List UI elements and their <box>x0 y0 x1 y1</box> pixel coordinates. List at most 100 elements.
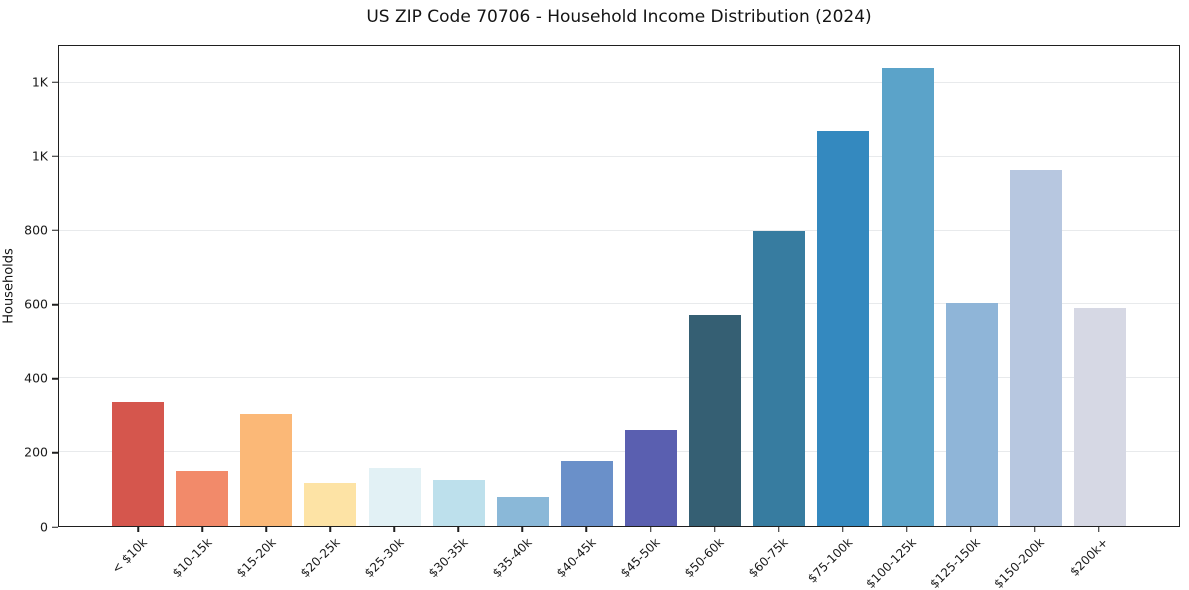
gridline <box>59 229 1179 231</box>
bar-< $10k <box>112 402 165 526</box>
bar-$75-100k <box>817 130 870 526</box>
x-slot: $100-125k <box>863 527 939 590</box>
y-tick-mark <box>52 452 58 454</box>
bars-container <box>59 46 1179 526</box>
x-tick-label: $40-45k <box>553 535 599 581</box>
x-tick-label: $35-40k <box>489 535 535 581</box>
x-tick-label: $15-20k <box>233 535 279 581</box>
x-tick-label: $50-60k <box>681 535 727 581</box>
x-slot: < $10k <box>106 527 170 589</box>
x-tick-mark <box>777 527 780 532</box>
bar-$45-50k <box>625 430 678 526</box>
plot-area <box>58 45 1180 527</box>
y-tick-mark <box>52 526 58 528</box>
y-axis: 0 200 400 600 800 1K 1K <box>0 45 58 532</box>
y-tick-label: 800 <box>24 222 48 238</box>
bar-slot <box>747 46 811 526</box>
bar-slot <box>876 46 940 526</box>
bar-slot <box>1068 46 1132 526</box>
y-tick-label: 0 <box>40 518 48 534</box>
y-tick-mark <box>52 377 58 380</box>
x-slot: $30-35k <box>426 527 490 589</box>
bar-$60-75k <box>753 230 806 526</box>
y-tick-label: 400 <box>24 370 48 386</box>
x-tick-mark <box>265 527 267 532</box>
gridline <box>59 81 1179 83</box>
x-tick-mark <box>1034 527 1036 532</box>
y-tick-label: 200 <box>24 444 48 460</box>
y-tick-label: 600 <box>24 296 48 312</box>
y-tick-mark <box>52 155 58 157</box>
y-tick-label: 1K <box>31 147 48 163</box>
chart-title: US ZIP Code 70706 - Household Income Dis… <box>366 7 872 27</box>
bar-$25-30k <box>368 467 421 526</box>
bar-$35-40k <box>496 497 549 526</box>
x-tick-label: $45-50k <box>617 535 663 581</box>
x-slot: $150-200k <box>991 527 1067 590</box>
x-tick-label: $10-15k <box>169 535 215 581</box>
x-tick-mark <box>137 527 139 532</box>
x-axis: < $10k $10-15k $15-20k $20-25k $25-30k $30-35… <box>106 527 1131 590</box>
x-tick-mark <box>585 527 588 532</box>
x-slot: $10-15k <box>169 527 234 589</box>
x-tick-label: $20-25k <box>297 535 343 581</box>
gridline <box>59 303 1179 305</box>
bar-$150-200k <box>1009 169 1062 526</box>
x-tick-mark <box>201 527 203 532</box>
x-slot: $50-60k <box>681 527 747 589</box>
x-tick-mark <box>457 527 460 532</box>
x-slot: $60-75k <box>745 527 811 589</box>
bar-$10-15k <box>176 470 229 526</box>
bar-$15-20k <box>240 414 293 526</box>
bar-$30-35k <box>432 480 485 526</box>
x-slot: $20-25k <box>298 527 362 589</box>
bar-slot <box>683 46 747 526</box>
bar-slot <box>619 46 683 526</box>
bar-slot <box>170 46 234 526</box>
x-tick-mark <box>393 527 396 532</box>
x-slot: $40-45k <box>554 527 618 589</box>
bar-slot <box>491 46 555 526</box>
x-slot: $15-20k <box>233 527 298 589</box>
bar-slot <box>1004 46 1068 526</box>
x-tick-label: $200k+ <box>1067 535 1112 579</box>
bar-slot <box>234 46 298 526</box>
bar-$200k+ <box>1073 308 1126 526</box>
bar-slot <box>555 46 619 526</box>
x-slot: $35-40k <box>490 527 554 589</box>
x-tick-label: $30-35k <box>425 535 471 581</box>
gridline <box>59 451 1179 453</box>
gridline <box>59 155 1179 157</box>
bar-$20-25k <box>304 483 357 526</box>
x-tick-label: $75-100k <box>804 535 855 586</box>
x-tick-mark <box>1098 527 1100 532</box>
x-tick-mark <box>649 527 652 532</box>
y-tick-label: 1K <box>31 73 48 89</box>
bar-slot <box>363 46 427 526</box>
x-tick-mark <box>841 527 844 532</box>
x-tick-label: $25-30k <box>361 535 407 581</box>
x-slot: $125-150k <box>927 527 1003 590</box>
y-tick-mark <box>52 81 58 83</box>
x-tick-mark <box>906 527 908 532</box>
y-tick-mark <box>52 229 58 232</box>
gridline <box>59 377 1179 379</box>
bar-$40-45k <box>560 461 613 526</box>
bar-$50-60k <box>689 314 742 526</box>
x-tick-mark <box>970 527 972 532</box>
bar-slot <box>427 46 491 526</box>
x-tick-mark <box>329 527 331 532</box>
x-tick-label: < $10k <box>109 535 151 577</box>
x-tick-label: $60-75k <box>745 535 791 581</box>
bar-slot <box>811 46 875 526</box>
x-tick-mark <box>521 527 524 532</box>
x-slot: $45-50k <box>617 527 683 589</box>
x-tick-mark <box>713 527 716 532</box>
bar-$100-125k <box>881 68 934 526</box>
x-slot: $25-30k <box>362 527 426 589</box>
bar-$125-150k <box>945 302 998 526</box>
x-slot: $200k+ <box>1067 527 1131 589</box>
x-slot: $75-100k <box>805 527 875 589</box>
bar-slot <box>106 46 170 526</box>
